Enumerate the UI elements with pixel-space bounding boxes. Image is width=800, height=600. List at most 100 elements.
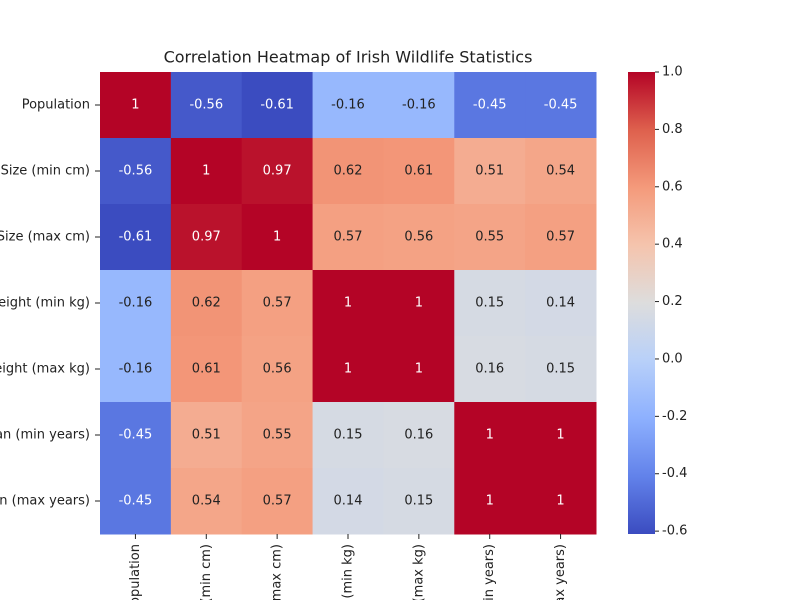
- y-tick-label: Lifespan (min years): [0, 428, 90, 443]
- heatmap-cell: [241, 336, 314, 403]
- cell-label: -0.16: [119, 296, 153, 311]
- cell-label: -0.61: [119, 230, 153, 245]
- heatmap-cell: [525, 270, 597, 337]
- y-tick-label: Lifespan (max years): [0, 494, 90, 509]
- colorbar-tick-label: 0.8: [662, 122, 683, 137]
- heatmap-cell: [170, 204, 243, 271]
- cell-label: 0.61: [192, 362, 221, 377]
- cell-label: 1: [344, 362, 352, 377]
- cell-label: 0.56: [263, 362, 292, 377]
- colorbar-tick-label: 0.6: [662, 179, 683, 194]
- heatmap-cell: [383, 72, 455, 139]
- heatmap-cell: [454, 72, 526, 139]
- heatmap-cell: [170, 270, 243, 337]
- heatmap-cell: [170, 72, 243, 139]
- x-tick-label: Size (min cm): [199, 544, 214, 600]
- heatmap-cell: [241, 402, 314, 469]
- cell-label: 1: [131, 98, 139, 113]
- heatmap-cell: [454, 468, 526, 535]
- x-tick-label: Weight (min kg): [341, 544, 356, 600]
- cell-label: 1: [556, 494, 564, 509]
- cell-label: -0.45: [119, 428, 153, 443]
- cell-label: 0.57: [263, 296, 292, 311]
- heatmap-cell: [170, 468, 243, 535]
- heatmap-cell: [525, 336, 597, 403]
- cell-label: 0.62: [192, 296, 221, 311]
- cell-label: 0.62: [334, 164, 363, 179]
- cell-label: -0.45: [473, 98, 507, 113]
- x-tick-label: Population: [128, 544, 143, 600]
- heatmap-cell: [312, 138, 384, 205]
- cell-label: 0.14: [546, 296, 575, 311]
- heatmap-cell: [100, 270, 172, 337]
- cell-label: 0.61: [404, 164, 433, 179]
- cell-label: -0.56: [189, 98, 223, 113]
- cell-label: 0.51: [192, 428, 221, 443]
- heatmap-cell: [241, 72, 314, 139]
- cell-label: 0.56: [404, 230, 433, 245]
- heatmap-cell: [312, 204, 384, 271]
- cell-label: 0.54: [546, 164, 575, 179]
- colorbar-tick-label: -0.2: [662, 409, 687, 424]
- heatmap-cell: [525, 204, 597, 271]
- heatmap-cell: [383, 402, 455, 469]
- heatmap-cell: [454, 270, 526, 337]
- heatmap-cell: [454, 204, 526, 271]
- heatmap-cell: [383, 336, 455, 403]
- heatmap-cell: [383, 468, 455, 535]
- cell-label: -0.16: [331, 98, 365, 113]
- y-tick-label: Size (min cm): [1, 164, 90, 179]
- cell-label: 0.15: [404, 494, 433, 509]
- cell-label: 1: [486, 494, 494, 509]
- heatmap-cell: [525, 402, 597, 469]
- cell-label: 1: [202, 164, 210, 179]
- heatmap-cell: [525, 72, 597, 139]
- cell-label: 0.57: [334, 230, 363, 245]
- colorbar-tick-label: 0.2: [662, 294, 683, 309]
- cell-label: 0.97: [192, 230, 221, 245]
- heatmap-cell: [241, 204, 314, 271]
- heatmap-cell: [454, 138, 526, 205]
- chart-title: Correlation Heatmap of Irish Wildlife St…: [164, 48, 533, 67]
- cell-label: 1: [344, 296, 352, 311]
- cell-label: 0.16: [404, 428, 433, 443]
- heatmap-cell: [454, 336, 526, 403]
- heatmap-cell: [525, 138, 597, 205]
- colorbar: [628, 72, 655, 534]
- colorbar-tick-label: 0.4: [662, 237, 683, 252]
- y-tick-label: Population: [22, 98, 90, 113]
- heatmap-cell: [241, 138, 314, 205]
- x-tick-label: Lifespan (min years): [482, 544, 497, 600]
- cell-label: 0.57: [263, 494, 292, 509]
- cell-label: 0.97: [263, 164, 292, 179]
- heatmap-cell: [170, 138, 243, 205]
- heatmap-cell: [100, 402, 172, 469]
- cell-label: 0.55: [263, 428, 292, 443]
- colorbar-tick-label: -0.6: [662, 524, 687, 539]
- cell-label: 0.57: [546, 230, 575, 245]
- heatmap-cell: [383, 270, 455, 337]
- cell-label: 0.15: [475, 296, 504, 311]
- cell-label: -0.56: [119, 164, 153, 179]
- heatmap-cell: [312, 402, 384, 469]
- cell-label: -0.16: [119, 362, 153, 377]
- cell-label: -0.61: [260, 98, 294, 113]
- heatmap-cell: [525, 468, 597, 535]
- cell-label: 0.55: [475, 230, 504, 245]
- cell-label: 0.15: [546, 362, 575, 377]
- heatmap-cell: [241, 270, 314, 337]
- heatmap-cell: [100, 138, 172, 205]
- cell-label: -0.16: [402, 98, 436, 113]
- heatmap-cell: [312, 468, 384, 535]
- colorbar-tick-label: 1.0: [662, 65, 683, 80]
- y-tick-label: Weight (max kg): [0, 362, 90, 377]
- cell-label: -0.45: [119, 494, 153, 509]
- heatmap-cell: [170, 336, 243, 403]
- y-tick-label: Weight (min kg): [0, 296, 90, 311]
- cell-label: 1: [415, 362, 423, 377]
- colorbar-tick-label: 0.0: [662, 351, 683, 366]
- colorbar-tick-label: -0.4: [662, 466, 687, 481]
- heatmap-cell: [383, 138, 455, 205]
